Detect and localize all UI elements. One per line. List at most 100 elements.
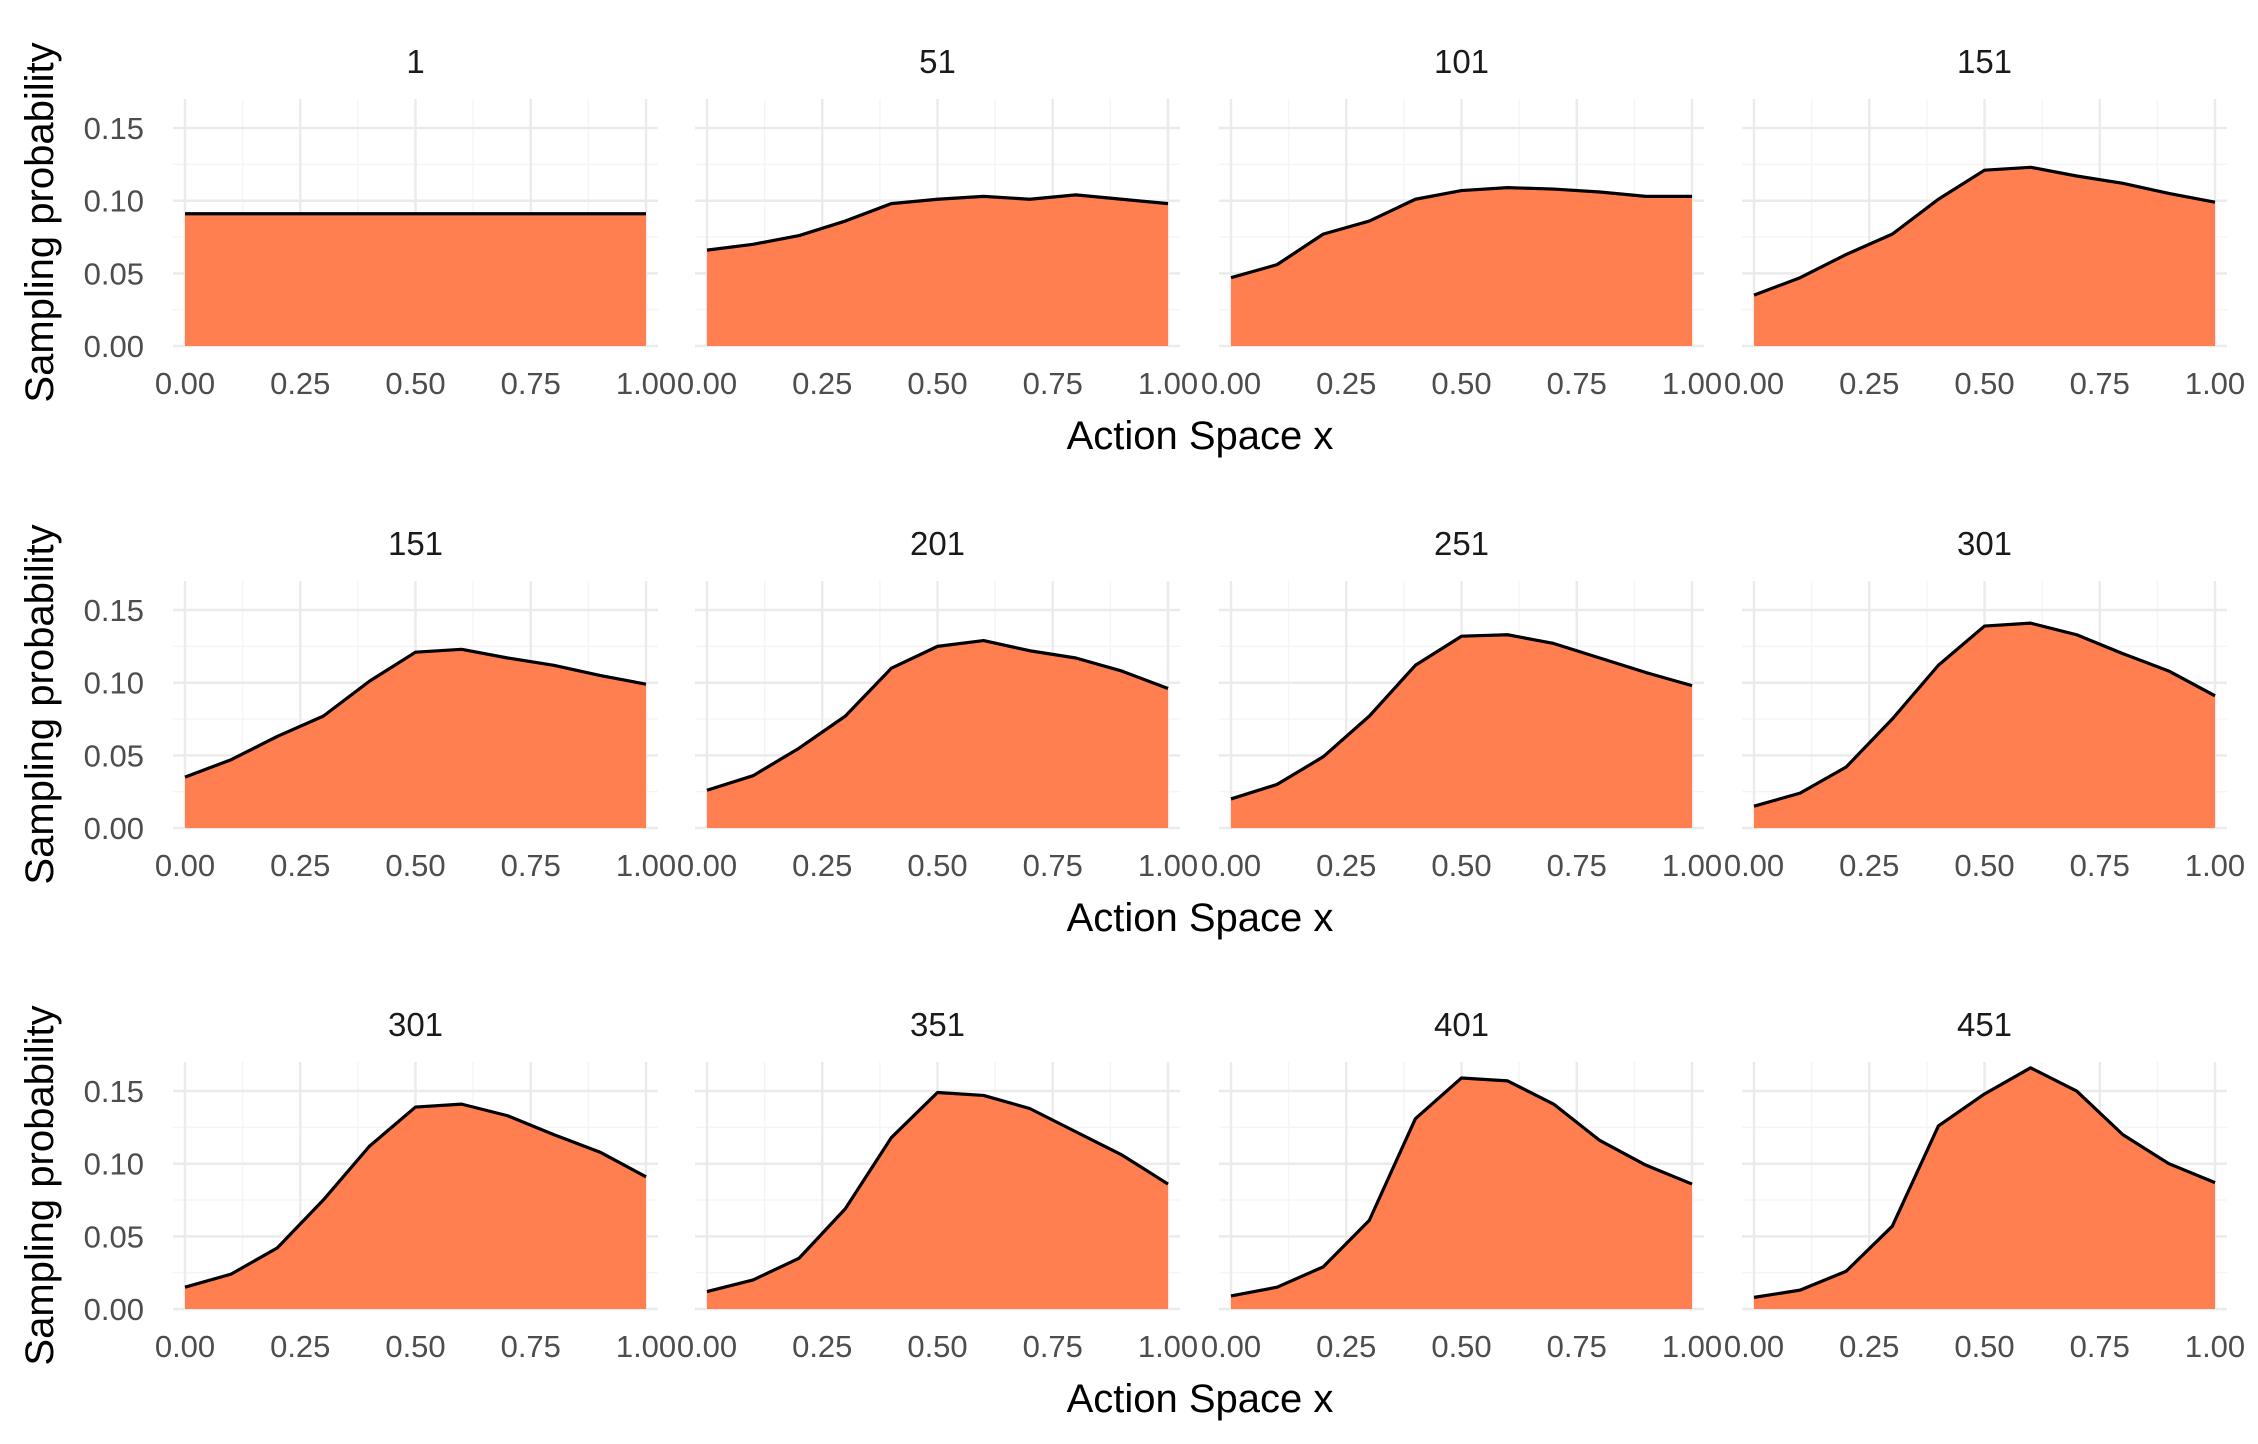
area-fill (707, 1092, 1168, 1309)
facet-strip-label: 51 (919, 43, 956, 80)
x-tick-label: 1.00 (1138, 366, 1198, 401)
y-axis-title: Sampling probability (18, 524, 62, 884)
x-tick-label: 0.50 (1954, 848, 2014, 883)
facet-strip-label: 151 (388, 525, 443, 562)
series-line (1230, 633, 1693, 801)
facet-row-3: Sampling probability Action Space x 0.00 0.… (18, 1005, 2245, 1421)
x-tick-label: 0.25 (1839, 366, 1899, 401)
x-tick-label: 0.00 (1724, 848, 1784, 883)
facet-panel: 51 0.00 0.25 0.50 0.75 1.00 (677, 43, 1198, 401)
series-line (184, 647, 647, 779)
x-tick-label: 0.00 (155, 1329, 215, 1364)
facet-panel: 401 0.00 0.25 0.50 0.75 1.00 (1201, 1006, 1722, 1364)
x-tick-label: 0.50 (907, 366, 967, 401)
x-tick-label: 1.00 (1662, 1329, 1722, 1364)
x-tick-label: 0.00 (677, 848, 737, 883)
y-axis-title: Sampling probability (18, 42, 62, 402)
area-fill (707, 640, 1168, 828)
area-fill (1754, 623, 2215, 828)
y-tick-label: 0.05 (84, 738, 144, 773)
x-tick-label: 1.00 (2185, 1329, 2245, 1364)
area-fill (185, 1104, 646, 1309)
series-line (706, 1090, 1169, 1294)
facet-strip-label: 1 (406, 43, 424, 80)
x-tick-label: 1.00 (616, 366, 676, 401)
x-tick-label: 0.25 (792, 1329, 852, 1364)
x-tick-label: 0.75 (501, 1329, 561, 1364)
x-tick-label: 0.50 (907, 1329, 967, 1364)
facet-panel: 151 0.00 0.25 0.50 0.75 1.00 (1724, 43, 2245, 401)
area-fill (707, 194, 1168, 346)
x-tick-label: 0.00 (677, 1329, 737, 1364)
x-tick-label: 0.25 (1316, 848, 1376, 883)
x-tick-label: 0.25 (1316, 366, 1376, 401)
x-tick-label: 0.00 (677, 366, 737, 401)
x-tick-label: 0.25 (792, 848, 852, 883)
area-fill (1231, 1077, 1692, 1309)
x-tick-label: 1.00 (1138, 1329, 1198, 1364)
x-tick-label: 0.75 (501, 366, 561, 401)
x-tick-label: 0.00 (155, 848, 215, 883)
area-fill (1754, 167, 2215, 346)
y-axis-title: Sampling probability (18, 1005, 62, 1365)
x-tick-label: 0.00 (1201, 848, 1261, 883)
facet-strip-label: 301 (388, 1006, 443, 1043)
x-tick-label: 0.50 (1431, 366, 1491, 401)
facet-panel: 351 0.00 0.25 0.50 0.75 1.00 (677, 1006, 1198, 1364)
series-line (1753, 621, 2216, 808)
x-tick-label: 0.75 (1023, 366, 1083, 401)
x-axis-title: Action Space x (1067, 1377, 1334, 1421)
facet-panel: 151 0.00 0.25 0.50 0.75 1.00 (155, 525, 676, 883)
x-axis-title: Action Space x (1067, 414, 1334, 458)
series-line (1230, 1076, 1693, 1298)
facet-row-1: Sampling probability Action Space x 0.00 0.… (18, 42, 2245, 458)
x-tick-label: 0.75 (1023, 848, 1083, 883)
x-tick-label: 0.75 (2070, 1329, 2130, 1364)
x-axis-title: Action Space x (1067, 896, 1334, 940)
y-tick-label: 0.15 (84, 111, 144, 146)
x-tick-label: 0.75 (1547, 366, 1607, 401)
y-tick-label: 0.10 (84, 666, 144, 701)
y-tick-label: 0.05 (84, 1219, 144, 1254)
y-tick-label: 0.00 (84, 811, 144, 846)
series-line (1230, 186, 1692, 280)
x-tick-label: 0.75 (1547, 1329, 1607, 1364)
x-tick-label: 0.25 (792, 366, 852, 401)
facet-row-2: Sampling probability Action Space x 0.00 0.… (18, 524, 2245, 940)
x-tick-label: 0.00 (1201, 1329, 1261, 1364)
x-tick-label: 0.50 (1431, 848, 1491, 883)
facet-panel: 301 0.00 0.25 0.50 0.75 1.00 (155, 1006, 676, 1364)
x-tick-label: 0.50 (1954, 1329, 2014, 1364)
facet-strip-label: 201 (910, 525, 965, 562)
facet-strip-label: 151 (1957, 43, 2012, 80)
facet-strip-label: 451 (1957, 1006, 2012, 1043)
area-fill (1231, 187, 1692, 346)
facet-panel: 301 0.00 0.25 0.50 0.75 1.00 (1724, 525, 2245, 883)
x-tick-label: 0.75 (2070, 366, 2130, 401)
x-tick-label: 0.75 (1023, 1329, 1083, 1364)
facet-strip-label: 351 (910, 1006, 965, 1043)
x-tick-label: 1.00 (1662, 366, 1722, 401)
x-tick-label: 0.00 (1724, 1329, 1784, 1364)
x-tick-label: 0.50 (385, 848, 445, 883)
facet-panel: 451 0.00 0.25 0.50 0.75 1.00 (1724, 1006, 2245, 1364)
y-tick-label: 0.00 (84, 329, 144, 364)
x-tick-label: 0.00 (1724, 366, 1784, 401)
area-fill (185, 649, 646, 828)
series-line (1753, 1066, 2216, 1299)
x-tick-label: 1.00 (1662, 848, 1722, 883)
x-tick-label: 0.25 (270, 1329, 330, 1364)
facet-strip-label: 301 (1957, 525, 2012, 562)
x-tick-label: 0.50 (1431, 1329, 1491, 1364)
x-tick-label: 1.00 (616, 848, 676, 883)
x-tick-label: 0.00 (1201, 366, 1261, 401)
x-tick-label: 0.25 (1316, 1329, 1376, 1364)
x-tick-label: 1.00 (2185, 848, 2245, 883)
y-tick-label: 0.10 (84, 184, 144, 219)
x-tick-label: 0.25 (1839, 1329, 1899, 1364)
area-fill (1231, 634, 1692, 828)
x-tick-label: 0.75 (1547, 848, 1607, 883)
series-line (706, 638, 1169, 792)
facet-strip-label: 251 (1434, 525, 1489, 562)
